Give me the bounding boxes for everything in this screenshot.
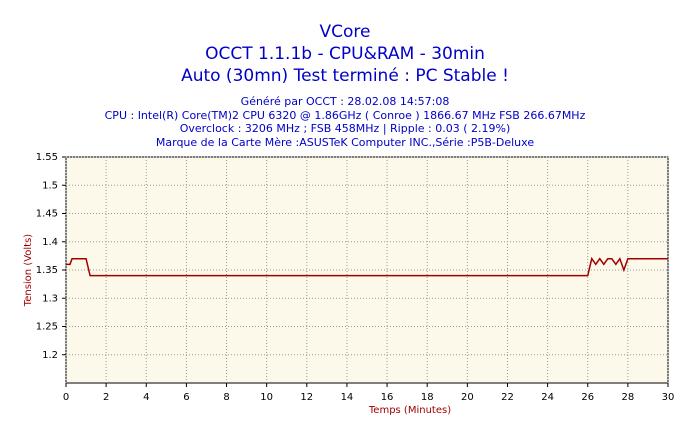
x-tick-label: 2 — [103, 392, 109, 403]
info-line: CPU : Intel(R) Core(TM)2 CPU 6320 @ 1.86… — [105, 109, 586, 122]
y-tick-label: 1.4 — [42, 237, 58, 248]
line-series — [66, 256, 668, 277]
x-tick-label: 28 — [621, 392, 634, 403]
x-tick-label: 8 — [223, 392, 229, 403]
y-tick-label: 1.5 — [42, 180, 58, 191]
x-tick-label: 4 — [143, 392, 149, 403]
x-tick-label: 10 — [260, 392, 273, 403]
y-tick-label: 1.45 — [36, 209, 58, 220]
x-tick-label: 22 — [501, 392, 514, 403]
y-tick-label: 1.55 — [36, 152, 58, 163]
chart-title: VCore — [320, 22, 371, 42]
x-tick-label: 18 — [421, 392, 434, 403]
y-tick-label: 1.3 — [42, 293, 58, 304]
info-line: Marque de la Carte Mère :ASUSTeK Compute… — [156, 136, 534, 149]
y-tick-label: 1.35 — [36, 265, 58, 276]
x-axis-label: Temps (Minutes) — [368, 405, 451, 416]
x-tick-label: 30 — [662, 392, 675, 403]
x-tick-label: 24 — [541, 392, 554, 403]
y-axis-label: Tension (Volts) — [23, 234, 34, 308]
x-tick-label: 16 — [381, 392, 394, 403]
x-tick-label: 12 — [300, 392, 313, 403]
x-tick-label: 0 — [63, 392, 69, 403]
x-tick-label: 14 — [341, 392, 354, 403]
info-line: Généré par OCCT : 28.02.08 14:57:08 — [241, 95, 450, 108]
chart-subtitle: OCCT 1.1.1b - CPU&RAM - 30min — [205, 44, 485, 64]
chart-subtitle: Auto (30mn) Test terminé : PC Stable ! — [181, 66, 509, 86]
x-tick-label: 26 — [581, 392, 594, 403]
x-tick-label: 6 — [183, 392, 189, 403]
x-tick-label: 20 — [461, 392, 474, 403]
info-line: Overclock : 3206 MHz ; FSB 458MHz | Ripp… — [180, 122, 510, 135]
y-tick-label: 1.2 — [42, 350, 58, 361]
y-tick-label: 1.25 — [36, 322, 58, 333]
